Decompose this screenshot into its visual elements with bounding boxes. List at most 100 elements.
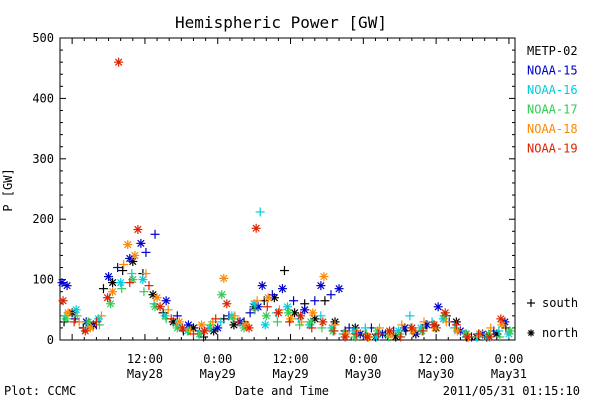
north-point [133,224,143,234]
y-tick-label: 500 [32,31,54,45]
north-point [108,278,118,288]
south-point [285,317,295,327]
north-point [155,302,165,312]
north-point [152,293,162,303]
south-point [211,314,221,324]
north-point [138,275,148,285]
north-point [106,299,116,309]
north-point [114,57,124,67]
south-point [375,323,385,333]
north-point [308,308,318,318]
north-point [123,240,133,250]
south-point [125,278,135,288]
north-point [296,311,306,321]
south-point [144,281,154,291]
north-point [174,317,184,327]
south-point [279,266,289,276]
north-point [116,278,126,288]
south-point [441,317,451,327]
marker-legend: south north [527,296,578,340]
south-point [486,323,496,333]
north-point [85,323,95,333]
marker-legend-item-south: south [527,296,578,310]
south-point [230,311,240,321]
north-point [496,314,506,324]
y-tick-label: 0 [47,333,54,347]
y-axis: 0 100 200 300 400 500 [32,31,515,347]
y-tick-label: 300 [32,152,54,166]
north-point [260,320,270,330]
x-tick-date-label: May30 [418,367,454,381]
plot-frame [59,37,516,341]
north-point [340,332,350,342]
x-tick-label: 0:00 [494,352,523,366]
south-point [166,314,176,324]
legend-item-metp-02: METP-02 [527,44,578,58]
north-point [61,314,71,324]
x-tick-date-label: May29 [200,367,236,381]
north-point [385,326,395,336]
south-point [172,311,182,321]
marker-legend-label: south [542,296,578,310]
plot-border [59,37,516,341]
south-point [330,320,340,330]
north-point [57,278,67,288]
north-point [80,326,90,336]
south-point [252,296,262,306]
south-point [245,308,255,318]
north-point [136,238,146,248]
north-point [130,250,140,260]
north-point [316,281,326,291]
footer-credit: Plot: CCMC [4,384,76,398]
south-point [320,296,330,306]
x-axis-label: Date and Time [235,384,329,398]
x-axis: 12:00May280:00May2912:00May290:00May3012… [59,38,527,381]
north-point [362,332,372,342]
south-point [405,311,415,321]
south-point [418,326,428,336]
south-point [307,323,317,333]
north-point [103,293,113,303]
south-point [141,247,151,257]
x-tick-label: 12:00 [272,352,308,366]
x-tick-label: 0:00 [349,352,378,366]
north-point [261,311,271,321]
north-point [504,329,514,339]
south-point [233,317,243,327]
north-point [283,302,292,312]
north-point [161,296,171,306]
south-point [127,269,137,279]
legend: METP-02 NOAA-15 NOAA-16 NOAA-17 NOAA-18 NOAA-… [527,44,578,156]
x-tick-label: 0:00 [203,352,232,366]
north-point [63,308,73,318]
north-point [306,317,316,327]
north-point [452,326,462,336]
south-point [139,287,149,297]
legend-item-noaa-19: NOAA-19 [527,142,578,156]
south-point [96,311,106,321]
north-point [277,284,287,294]
south-point [119,260,129,269]
north-point [217,290,227,300]
legend-item-noaa-17: NOAA-17 [527,103,578,117]
x-tick-date-label: May30 [345,367,381,381]
north-point [284,308,294,318]
south-point [255,207,265,217]
x-tick-date-label: May31 [491,367,527,381]
north-point [125,253,135,263]
y-tick-label: 400 [32,91,54,105]
south-point [397,320,407,330]
south-point [98,284,108,294]
footer-timestamp: 2011/05/31 01:15:10 [443,384,580,398]
north-point [334,284,344,294]
south-point [250,305,260,315]
south-point [317,323,327,333]
south-point [316,311,326,321]
south-point [69,317,79,327]
north-point [200,326,210,336]
south-point [374,329,383,339]
south-point [495,332,505,342]
north-point [429,320,439,330]
north-point [462,332,472,342]
